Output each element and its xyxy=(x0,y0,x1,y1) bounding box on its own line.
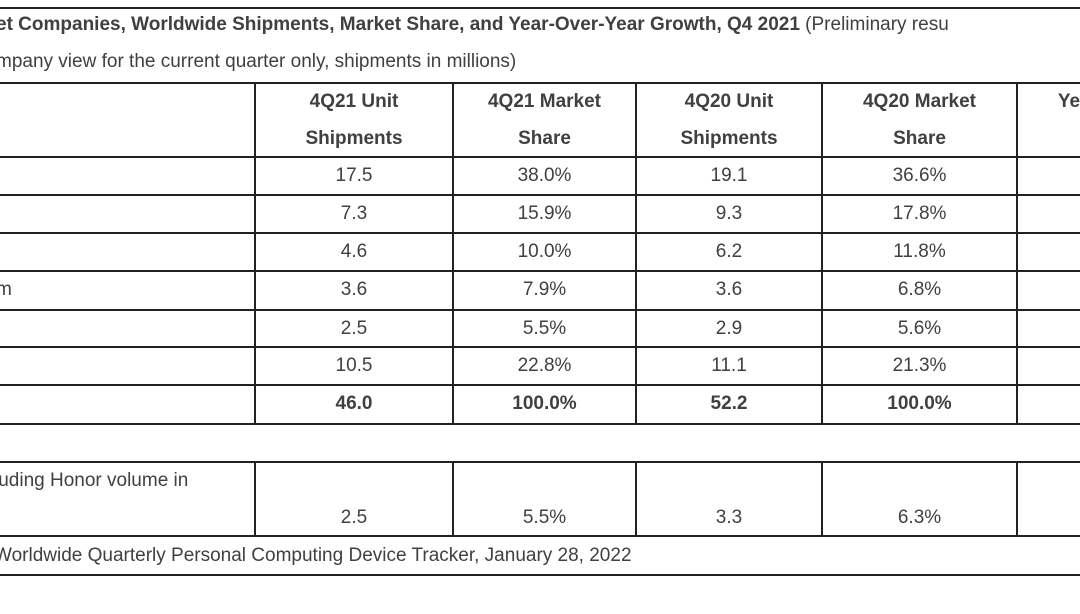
column-header-line2: Shipments xyxy=(305,128,403,149)
table-cell: 10.0% xyxy=(517,241,572,262)
column-header-line2: Share xyxy=(518,128,571,149)
column-divider xyxy=(1016,461,1018,537)
divider xyxy=(0,535,1080,537)
table-cell: 15.9% xyxy=(517,203,572,224)
honor-row-cell: 6.3% xyxy=(897,507,942,528)
table-cell: 38.0% xyxy=(517,165,572,186)
table-cell: 100.0% xyxy=(512,393,577,414)
divider xyxy=(0,423,1080,425)
title-note: (Preliminary resu xyxy=(799,14,949,35)
table-cell: 19.1 xyxy=(710,165,748,186)
divider xyxy=(0,384,1080,386)
table-cell: 7.3 xyxy=(340,203,368,224)
table-cell: 17.8% xyxy=(892,203,947,224)
table-cell: 7.9% xyxy=(522,279,567,300)
divider xyxy=(0,232,1080,234)
table-cell: 2.5 xyxy=(340,318,368,339)
row-label: m xyxy=(0,279,12,300)
honor-row-cell: 5.5% xyxy=(522,507,567,528)
divider xyxy=(0,346,1080,348)
table-cell: 3.6 xyxy=(340,279,368,300)
divider xyxy=(0,82,1080,84)
column-divider xyxy=(254,461,256,537)
source-note: Worldwide Quarterly Personal Computing D… xyxy=(0,545,632,566)
table-cell: 6.2 xyxy=(715,241,743,262)
column-header-line1: 4Q21 Unit xyxy=(309,91,399,112)
column-divider xyxy=(452,461,454,537)
table-cell: 11.1 xyxy=(711,355,747,376)
column-header-line1: 4Q21 Market xyxy=(487,91,601,112)
table-cell: 4.6 xyxy=(340,241,368,262)
column-header-line1: 4Q20 Market xyxy=(862,91,976,112)
table-cell: 9.3 xyxy=(715,203,743,224)
table-cell: 10.5 xyxy=(335,355,373,376)
table-top-border xyxy=(0,7,1080,9)
table-cell: 17.5 xyxy=(335,165,373,186)
column-divider xyxy=(821,82,823,425)
table-cell: 36.6% xyxy=(892,165,947,186)
title-bold: et Companies, Worldwide Shipments, Marke… xyxy=(0,14,800,35)
table-cell: 100.0% xyxy=(887,393,952,414)
honor-row-cell: 2.5 xyxy=(340,507,368,528)
divider xyxy=(0,574,1080,576)
divider xyxy=(0,194,1080,196)
table-cell: 46.0 xyxy=(335,393,373,414)
table-cell: 5.6% xyxy=(897,318,942,339)
divider xyxy=(0,156,1080,158)
honor-row-label: luding Honor volume in xyxy=(0,470,189,491)
divider xyxy=(0,270,1080,272)
table-cell: 6.8% xyxy=(897,279,942,300)
column-header-line2: Share xyxy=(893,128,946,149)
divider xyxy=(0,309,1080,311)
column-header-line1: 4Q20 Unit xyxy=(684,91,774,112)
divider xyxy=(0,461,1080,463)
table-cell: 21.3% xyxy=(892,355,947,376)
table-cell: 22.8% xyxy=(517,355,572,376)
table-cell: 11.8% xyxy=(893,241,946,262)
column-divider xyxy=(452,82,454,425)
column-header-line1: Year xyxy=(1057,91,1080,112)
table-title: et Companies, Worldwide Shipments, Marke… xyxy=(0,14,949,36)
table-cell: 52.2 xyxy=(710,393,748,414)
column-divider xyxy=(635,82,637,425)
column-header-line2: Shipments xyxy=(680,128,778,149)
table-subtitle: mpany view for the current quarter only,… xyxy=(0,51,517,72)
column-divider xyxy=(635,461,637,537)
honor-row-cell: 3.3 xyxy=(715,507,743,528)
column-divider xyxy=(1016,82,1018,425)
table-cell: 5.5% xyxy=(522,318,567,339)
table-cell: 3.6 xyxy=(715,279,743,300)
column-divider xyxy=(254,82,256,425)
table-cell: 2.9 xyxy=(715,318,743,339)
column-divider xyxy=(821,461,823,537)
